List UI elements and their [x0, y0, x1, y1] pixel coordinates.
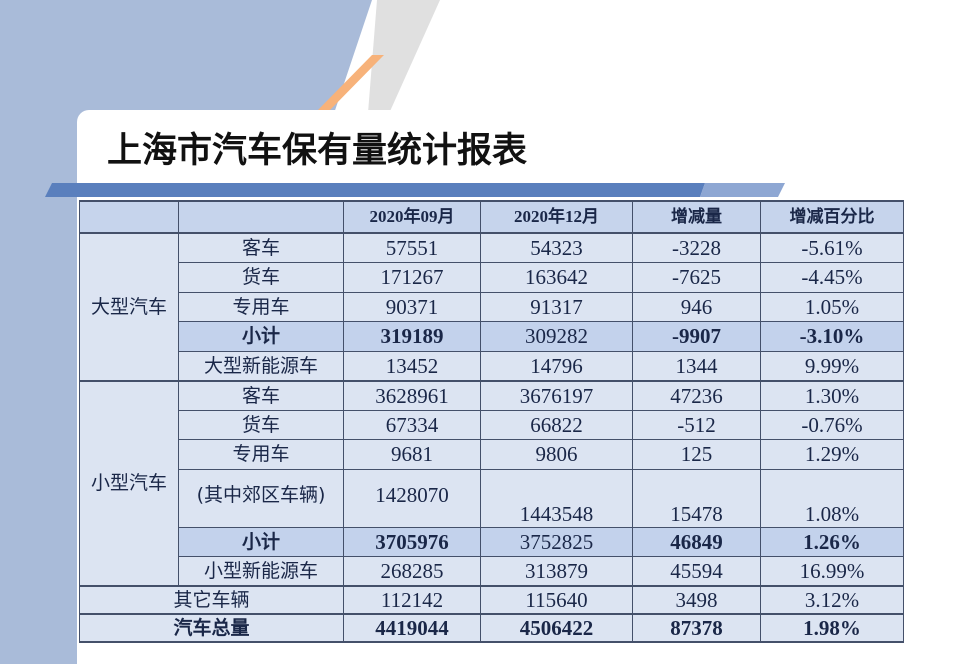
table-row: 大型新能源车 13452 14796 1344 9.99%: [80, 350, 904, 381]
table-cell: 1344: [632, 350, 761, 381]
table-row: 小型汽车 客车 3628961 3676197 47236 1.30%: [79, 379, 904, 587]
table-cell: 54323: [480, 232, 633, 263]
table-cell: 1.29%: [760, 439, 904, 470]
table-row-total: 汽车总量 4419044 4506422 87378 1.98%: [79, 613, 904, 643]
table-row: 大型汽车 客车 57551 54323 -3228 -5.61%: [79, 232, 904, 381]
table-cell: 1.08%: [760, 468, 904, 528]
row-label: 小计: [178, 526, 344, 557]
row-label: 小型新能源车: [178, 556, 344, 587]
group-label: 大型汽车: [79, 232, 179, 381]
table-row: 专用车 9681 9806 125 1.29%: [80, 439, 904, 470]
header-cell: [178, 200, 344, 234]
table-cell: 3676197: [480, 379, 633, 411]
table-cell: 1428070: [343, 468, 481, 528]
table-header: 2020年09月 2020年12月 增减量 增减百分比: [79, 200, 904, 234]
table-cell: 9.99%: [760, 350, 904, 381]
table-cell: 115640: [480, 585, 633, 615]
table-cell: 13452: [343, 350, 481, 381]
row-label: 专用车: [178, 291, 344, 322]
table-cell: 9681: [343, 439, 481, 470]
table-row: 货车 67334 66822 -512 -0.76%: [80, 409, 904, 440]
table-row-other: 其它车辆 112142 115640 3498 3.12%: [79, 585, 904, 615]
table-cell: 319189: [343, 321, 481, 352]
table-cell: 15478: [632, 468, 761, 528]
table-cell: -9907: [632, 321, 761, 352]
table-cell: 45594: [632, 556, 761, 587]
table-cell: 3628961: [343, 379, 481, 411]
table-cell: -512: [632, 409, 761, 440]
table-cell: 57551: [343, 232, 481, 263]
table-cell: 14796: [480, 350, 633, 381]
table-cell: 1.98%: [760, 613, 904, 643]
table-cell: 171267: [343, 262, 481, 293]
table-cell: 4419044: [343, 613, 481, 643]
table-cell: 67334: [343, 409, 481, 440]
table-cell: 16.99%: [760, 556, 904, 587]
table-cell: 66822: [480, 409, 633, 440]
table-row: (其中郊区车辆) 1428070 1443548 15478 1.08%: [80, 468, 904, 528]
header-cell: 2020年09月: [343, 200, 481, 234]
table-row: 小计 319189 309282 -9907 -3.10%: [80, 321, 904, 352]
table-row: 小型新能源车 268285 313879 45594 16.99%: [80, 556, 904, 587]
table-cell: 90371: [343, 291, 481, 322]
table-cell: 313879: [480, 556, 633, 587]
table-cell: 87378: [632, 613, 761, 643]
vehicle-stats-table: 2020年09月 2020年12月 增减量 增减百分比 大型汽车 客车 57551 5…: [79, 200, 904, 643]
table-cell: 1.30%: [760, 379, 904, 411]
table-cell: 309282: [480, 321, 633, 352]
header-cell: 增减百分比: [760, 200, 904, 234]
table-cell: -4.45%: [760, 262, 904, 293]
table-cell: 47236: [632, 379, 761, 411]
row-label: 客车: [178, 379, 344, 411]
table-cell: -0.76%: [760, 409, 904, 440]
table-cell: 9806: [480, 439, 633, 470]
table-cell: 1.05%: [760, 291, 904, 322]
header-cell: 2020年12月: [480, 200, 633, 234]
table-cell: 946: [632, 291, 761, 322]
table-cell: 3705976: [343, 526, 481, 557]
row-label: 专用车: [178, 439, 344, 470]
table-cell: -3228: [632, 232, 761, 263]
table-row: 专用车 90371 91317 946 1.05%: [80, 291, 904, 322]
table-cell: -5.61%: [760, 232, 904, 263]
row-label: 客车: [178, 232, 344, 263]
row-label: 其它车辆: [79, 585, 344, 615]
row-label: (其中郊区车辆): [178, 468, 344, 528]
table-cell: 112142: [343, 585, 481, 615]
table-cell: 91317: [480, 291, 633, 322]
table-row: 小计 3705976 3752825 46849 1.26%: [80, 526, 904, 557]
header-cell: [79, 200, 179, 234]
row-label: 货车: [178, 409, 344, 440]
row-label: 汽车总量: [79, 613, 344, 643]
table-cell: 4506422: [480, 613, 633, 643]
row-label: 大型新能源车: [178, 350, 344, 381]
table-cell: -3.10%: [760, 321, 904, 352]
table-cell: 1443548: [480, 468, 633, 528]
table-cell: 268285: [343, 556, 481, 587]
row-label: 货车: [178, 262, 344, 293]
page-title: 上海市汽车保有量统计报表: [107, 131, 528, 170]
header-cell: 增减量: [632, 200, 761, 234]
table-cell: 3.12%: [760, 585, 904, 615]
table-cell: 1.26%: [760, 526, 904, 557]
table-cell: -7625: [632, 262, 761, 293]
table-cell: 3498: [632, 585, 761, 615]
table-cell: 125: [632, 439, 761, 470]
table-row: 货车 171267 163642 -7625 -4.45%: [80, 262, 904, 293]
row-label: 小计: [178, 321, 344, 352]
table-cell: 163642: [480, 262, 633, 293]
group-label: 小型汽车: [79, 379, 179, 587]
table-cell: 46849: [632, 526, 761, 557]
table-cell: 3752825: [480, 526, 633, 557]
